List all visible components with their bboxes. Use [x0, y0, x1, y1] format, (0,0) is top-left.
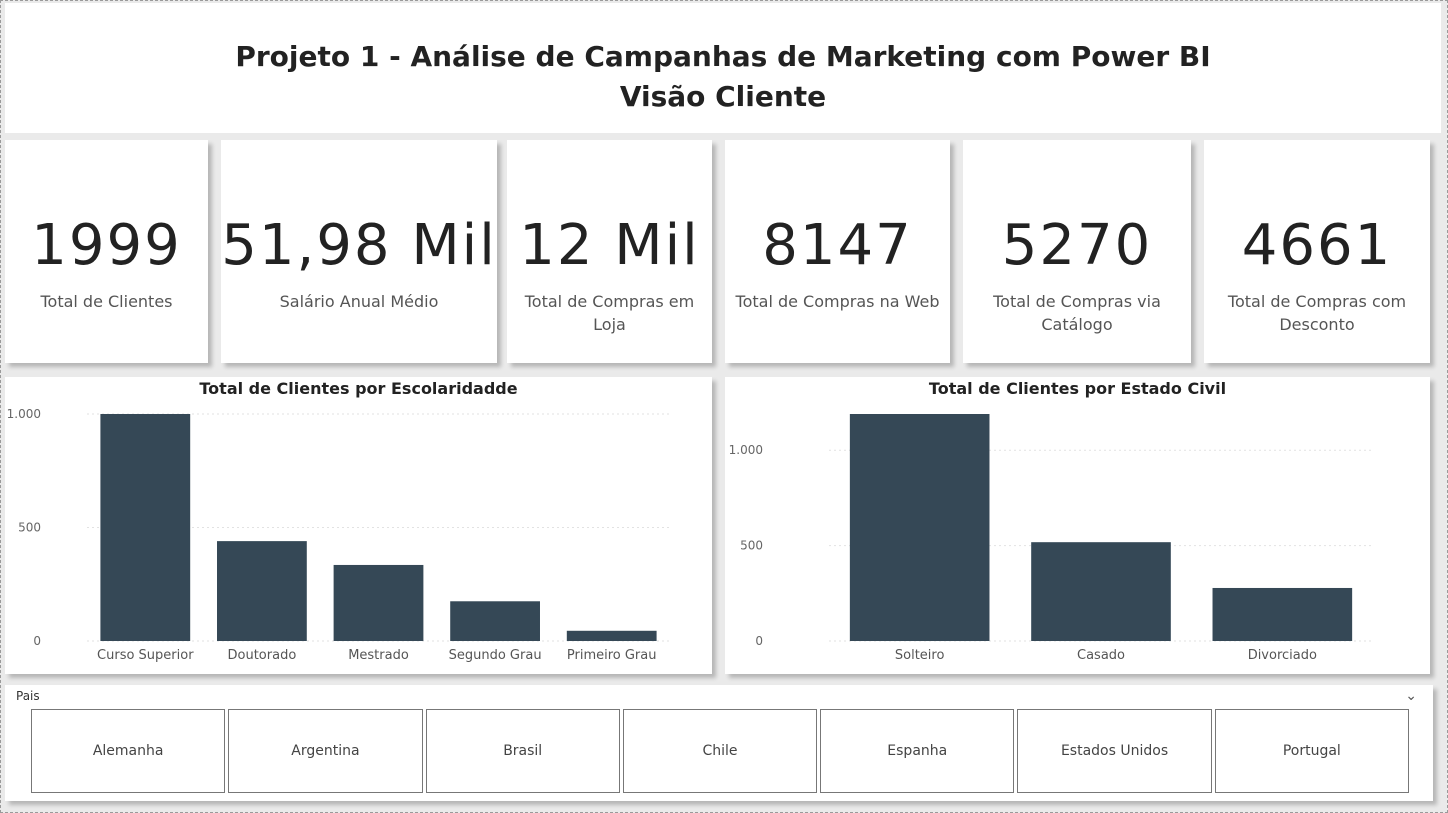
- title-textbox: Projeto 1 - Análise de Campanhas de Mark…: [5, 3, 1441, 133]
- kpi-card-compras-loja[interactable]: 12 Mil Total de Compras em Loja: [507, 140, 712, 363]
- kpi-value: 4661: [1241, 213, 1393, 278]
- kpi-label: Salário Anual Médio: [279, 292, 439, 311]
- kpi-card-total-clientes[interactable]: 1999 Total de Clientes: [5, 140, 208, 363]
- kpi-label: Total de Clientes: [40, 292, 173, 311]
- kpi-card-salario-anual[interactable]: 51,98 Mil Salário Anual Médio: [221, 140, 497, 363]
- x-tick-label: Divorciado: [1248, 648, 1317, 663]
- x-tick-label: Segundo Grau: [449, 648, 542, 663]
- kpi-value: 5270: [1001, 213, 1153, 278]
- slicer-item-brasil[interactable]: Brasil: [425, 709, 620, 793]
- y-tick-label: 500: [18, 521, 41, 535]
- x-tick-label: Mestrado: [348, 648, 409, 663]
- y-tick-label: 1.000: [7, 407, 41, 421]
- bar[interactable]: [217, 541, 307, 641]
- slicer-item-argentina[interactable]: Argentina: [228, 709, 423, 793]
- bar[interactable]: [100, 414, 191, 641]
- kpi-value: 12 Mil: [519, 213, 700, 278]
- kpi-value: 8147: [762, 213, 913, 278]
- slicer-item-alemanha[interactable]: Alemanha: [31, 709, 226, 793]
- x-tick-label: Curso Superior: [97, 648, 194, 663]
- bar[interactable]: [450, 601, 540, 641]
- bar[interactable]: [849, 414, 990, 641]
- x-tick-label: Solteiro: [895, 648, 945, 663]
- bar[interactable]: [333, 564, 424, 641]
- y-tick-label: 0: [755, 634, 763, 648]
- kpi-label: Total de Compras via Catálogo: [993, 292, 1161, 334]
- country-slicer[interactable]: Pais ⌄ Alemanha Argentina Brasil Chile Espan…: [5, 685, 1433, 801]
- chart-estado-civil-svg: 0 500 1.000 Solteiro Casado Divorciado: [729, 414, 1373, 663]
- y-tick-label: 1.000: [729, 443, 763, 457]
- bar[interactable]: [1212, 587, 1353, 641]
- bar[interactable]: [566, 630, 657, 641]
- y-tick-label: 500: [740, 539, 763, 553]
- x-tick-label: Casado: [1077, 648, 1125, 663]
- chart-escolaridade[interactable]: Total de Clientes por Escolaridadde 0 500…: [5, 377, 712, 674]
- kpi-label: Total de Compras na Web: [735, 292, 940, 311]
- chart-title: Total de Clientes por Escolaridadde: [199, 379, 518, 398]
- bar[interactable]: [1031, 542, 1171, 641]
- slicer-item-chile[interactable]: Chile: [622, 709, 818, 793]
- kpi-label: Total de Compras com Desconto: [1227, 292, 1407, 334]
- x-tick-label: Doutorado: [228, 648, 297, 663]
- kpi-card-compras-catalogo[interactable]: 5270 Total de Compras via Catálogo: [963, 140, 1191, 363]
- chart-estado-civil[interactable]: Total de Clientes por Estado Civil 0 500 1…: [725, 377, 1430, 674]
- x-tick-label: Primeiro Grau: [567, 648, 657, 663]
- page-title: Projeto 1 - Análise de Campanhas de Mark…: [235, 40, 1211, 73]
- kpi-value: 51,98 Mil: [221, 213, 497, 278]
- slicer-item-portugal[interactable]: Portugal: [1214, 709, 1409, 793]
- y-tick-label: 0: [33, 634, 41, 648]
- slicer-label: Pais: [16, 689, 40, 703]
- chart-title: Total de Clientes por Estado Civil: [928, 379, 1227, 398]
- kpi-label: Total de Compras em Loja: [524, 292, 695, 334]
- chart-escolaridade-svg: 0 500 1.000 Curso Superior Doutorado Mestrado…: [7, 407, 670, 663]
- chevron-down-icon[interactable]: ⌄: [1405, 687, 1417, 703]
- slicer-item-estados-unidos[interactable]: Estados Unidos: [1017, 709, 1212, 793]
- slicer-items: Alemanha Argentina Brasil Chile Espanha Estad…: [31, 709, 1409, 793]
- page-subtitle: Visão Cliente: [619, 80, 827, 113]
- slicer-item-espanha[interactable]: Espanha: [820, 709, 1015, 793]
- kpi-value: 1999: [31, 213, 182, 278]
- kpi-card-compras-desconto[interactable]: 4661 Total de Compras com Desconto: [1204, 140, 1430, 363]
- kpi-card-compras-web[interactable]: 8147 Total de Compras na Web: [725, 140, 950, 363]
